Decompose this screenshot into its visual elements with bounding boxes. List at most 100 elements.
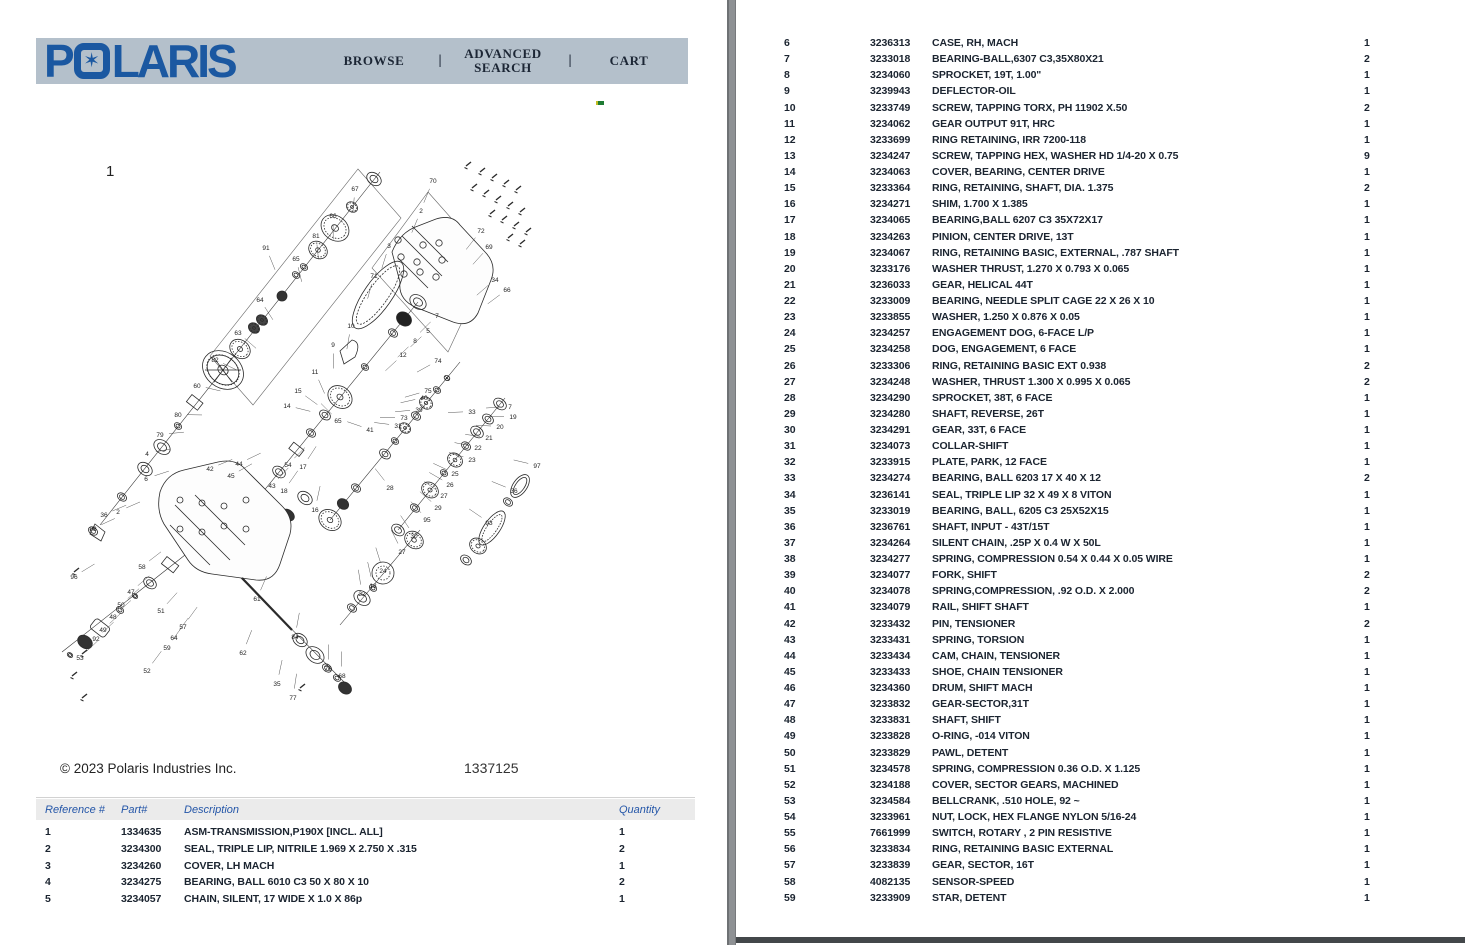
table-row[interactable]: 48 3233831 SHAFT, SHIFT 1	[736, 712, 1465, 728]
table-row[interactable]: 32 3233915 PLATE, PARK, 12 FACE 1	[736, 454, 1465, 470]
table-row[interactable]: 22 3233009 BEARING, NEEDLE SPLIT CAGE 22…	[736, 293, 1465, 309]
table-row[interactable]: 12 3233699 RING RETAINING, IRR 7200-118 …	[736, 132, 1465, 148]
table-row[interactable]: 43 3233431 SPRING, TORSION 1	[736, 632, 1465, 648]
quantity: 1	[1364, 327, 1370, 340]
table-row[interactable]: 17 3234065 BEARING,BALL 6207 C3 35X72X17…	[736, 212, 1465, 228]
part-description: BEARING, BALL 6203 17 X 40 X 12	[932, 472, 1101, 485]
table-row[interactable]: 26 3233306 RING, RETAINING BASIC EXT 0.9…	[736, 358, 1465, 374]
reference-number: 1	[45, 826, 51, 838]
table-row[interactable]: 56 3233834 RING, RETAINING BASIC EXTERNA…	[736, 841, 1465, 857]
table-row[interactable]: 36 3236761 SHAFT, INPUT - 43T/15T 1	[736, 519, 1465, 535]
logo-text-left: P	[44, 35, 75, 87]
table-row[interactable]: 5 3234057 CHAIN, SILENT, 17 WIDE X 1.0 X…	[36, 891, 695, 908]
quantity: 2	[1364, 182, 1370, 195]
table-row[interactable]: 49 3233828 O-RING, -014 VITON 1	[736, 728, 1465, 744]
table-row[interactable]: 18 3234263 PINION, CENTER DRIVE, 13T 1	[736, 229, 1465, 245]
table-row[interactable]: 46 3234360 DRUM, SHIFT MACH 1	[736, 680, 1465, 696]
svg-text:9: 9	[331, 342, 335, 349]
svg-text:32: 32	[358, 591, 366, 598]
table-row[interactable]: 14 3234063 COVER, BEARING, CENTER DRIVE …	[736, 164, 1465, 180]
quantity: 1	[1364, 230, 1370, 243]
table-row[interactable]: 19 3234067 RING, RETAINING BASIC, EXTERN…	[736, 245, 1465, 261]
table-row[interactable]: 27 3234248 WASHER, THRUST 1.300 X 0.995 …	[736, 374, 1465, 390]
table-row[interactable]: 16 3234271 SHIM, 1.700 X 1.385 1	[736, 196, 1465, 212]
quantity: 2	[1364, 472, 1370, 485]
polaris-logo[interactable]: P ✶ LARIS	[44, 35, 238, 87]
table-row[interactable]: 29 3234280 SHAFT, REVERSE, 26T 1	[736, 406, 1465, 422]
table-row[interactable]: 30 3234291 GEAR, 33T, 6 FACE 1	[736, 422, 1465, 438]
part-number: 3233915	[870, 456, 911, 469]
table-row[interactable]: 31 3234073 COLLAR-SHIFT 1	[736, 438, 1465, 454]
table-row[interactable]: 59 3233909 STAR, DETENT 1	[736, 890, 1465, 906]
part-number: 3233019	[870, 504, 911, 517]
quantity: 1	[1364, 536, 1370, 549]
table-row[interactable]: 54 3233961 NUT, LOCK, HEX FLANGE NYLON 5…	[736, 809, 1465, 825]
part-number: 3234057	[121, 893, 162, 906]
quantity: 2	[619, 876, 625, 889]
nav-cart[interactable]: CART	[609, 53, 649, 68]
table-row[interactable]: 45 3233433 SHOE, CHAIN TENSIONER 1	[736, 664, 1465, 680]
part-description: GEAR-SECTOR,31T	[932, 698, 1029, 711]
part-number: 3233434	[870, 649, 911, 662]
table-row[interactable]: 7 3233018 BEARING-BALL,6307 C3,35X80X21 …	[736, 51, 1465, 67]
reference-number: 56	[784, 843, 796, 856]
table-row[interactable]: 11 3234062 GEAR OUTPUT 91T, HRC 1	[736, 116, 1465, 132]
table-row[interactable]: 37 3234264 SILENT CHAIN, .25P X 0.4 W X …	[736, 535, 1465, 551]
table-row[interactable]: 47 3233832 GEAR-SECTOR,31T 1	[736, 696, 1465, 712]
table-row[interactable]: 24 3234257 ENGAGEMENT DOG, 6-FACE L/P 1	[736, 325, 1465, 341]
part-number: 3233909	[870, 891, 911, 904]
table-row[interactable]: 51 3234578 SPRING, COMPRESSION 0.36 O.D.…	[736, 761, 1465, 777]
quantity: 1	[1364, 295, 1370, 307]
table-row[interactable]: 53 3234584 BELLCRANK, .510 HOLE, 92 ~ 1	[736, 793, 1465, 809]
reference-number: 6	[784, 37, 790, 49]
table-row[interactable]: 25 3234258 DOG, ENGAGEMENT, 6 FACE 1	[736, 341, 1465, 357]
table-row[interactable]: 58 4082135 SENSOR-SPEED 1	[736, 874, 1465, 890]
table-row[interactable]: 52 3234188 COVER, SECTOR GEARS, MACHINED…	[736, 777, 1465, 793]
table-row[interactable]: 39 3234077 FORK, SHIFT 2	[736, 567, 1465, 583]
table-row[interactable]: 50 3233829 PAWL, DETENT 1	[736, 745, 1465, 761]
table-row[interactable]: 13 3234247 SCREW, TAPPING HEX, WASHER HD…	[736, 148, 1465, 164]
table-row[interactable]: 3 3234260 COVER, LH MACH 1	[36, 858, 695, 875]
table-row[interactable]: 40 3234078 SPRING,COMPRESSION, .92 O.D. …	[736, 583, 1465, 599]
quantity: 2	[1364, 569, 1370, 582]
table-row[interactable]: 33 3234274 BEARING, BALL 6203 17 X 40 X …	[736, 470, 1465, 486]
table-row[interactable]: 28 3234290 SPROCKET, 38T, 6 FACE 1	[736, 390, 1465, 406]
column-header-part: Part#	[121, 803, 148, 816]
page-bottom-edge	[736, 937, 1465, 943]
table-row[interactable]: 8 3234060 SPROCKET, 19T, 1.00" 1	[736, 67, 1465, 83]
table-row[interactable]: 38 3234277 SPRING, COMPRESSION 0.54 X 0.…	[736, 551, 1465, 567]
table-row[interactable]: 10 3233749 SCREW, TAPPING TORX, PH 11902…	[736, 100, 1465, 116]
table-row[interactable]: 23 3233855 WASHER, 1.250 X 0.876 X 0.05 …	[736, 309, 1465, 325]
table-row[interactable]: 6 3236313 CASE, RH, MACH 1	[736, 35, 1465, 51]
part-description: PINION, CENTER DRIVE, 13T	[932, 230, 1074, 243]
part-description: SPRING, COMPRESSION 0.54 X 0.44 X 0.05 W…	[932, 553, 1173, 565]
nav-advanced-search[interactable]: ADVANCED SEARCH	[464, 46, 542, 75]
table-row[interactable]: 55 7661999 SWITCH, ROTARY , 2 PIN RESIST…	[736, 825, 1465, 841]
reference-number: 7	[784, 53, 790, 66]
svg-text:16: 16	[311, 507, 319, 514]
table-row[interactable]: 1 1334635 ASM-TRANSMISSION,P190X [INCL. …	[36, 824, 695, 841]
part-number: 3234079	[870, 601, 911, 614]
table-row[interactable]: 2 3234300 SEAL, TRIPLE LIP, NITRILE 1.96…	[36, 841, 695, 858]
table-row[interactable]: 9 3239943 DEFLECTOR-OIL 1	[736, 83, 1465, 99]
table-row[interactable]: 35 3233019 BEARING, BALL, 6205 C3 25X52X…	[736, 503, 1465, 519]
nav-browse[interactable]: BROWSE	[343, 53, 405, 68]
svg-text:11: 11	[312, 369, 319, 376]
table-row[interactable]: 4 3234275 BEARING, BALL 6010 C3 50 X 80 …	[36, 874, 695, 891]
svg-text:43: 43	[268, 483, 276, 490]
part-number: 3234062	[870, 117, 911, 130]
reference-number: 5	[45, 893, 51, 906]
table-row[interactable]: 21 3236033 GEAR, HELICAL 44T 1	[736, 277, 1465, 293]
part-number: 3234360	[870, 682, 911, 694]
table-row[interactable]: 34 3236141 SEAL, TRIPLE LIP 32 X 49 X 8 …	[736, 487, 1465, 503]
table-header-row: Reference # Part# Description Quantity	[36, 799, 695, 820]
table-row[interactable]: 57 3233839 GEAR, SECTOR, 16T 1	[736, 857, 1465, 873]
table-row[interactable]: 44 3233434 CAM, CHAIN, TENSIONER 1	[736, 648, 1465, 664]
reference-number: 55	[784, 827, 796, 840]
table-row[interactable]: 42 3233432 PIN, TENSIONER 2	[736, 616, 1465, 632]
part-description: O-RING, -014 VITON	[932, 730, 1030, 743]
table-row[interactable]: 41 3234079 RAIL, SHIFT SHAFT 1	[736, 599, 1465, 615]
table-row[interactable]: 15 3233364 RING, RETAINING, SHAFT, DIA. …	[736, 180, 1465, 196]
table-row[interactable]: 20 3233176 WASHER THRUST, 1.270 X 0.793 …	[736, 261, 1465, 277]
svg-text:36: 36	[100, 512, 108, 519]
